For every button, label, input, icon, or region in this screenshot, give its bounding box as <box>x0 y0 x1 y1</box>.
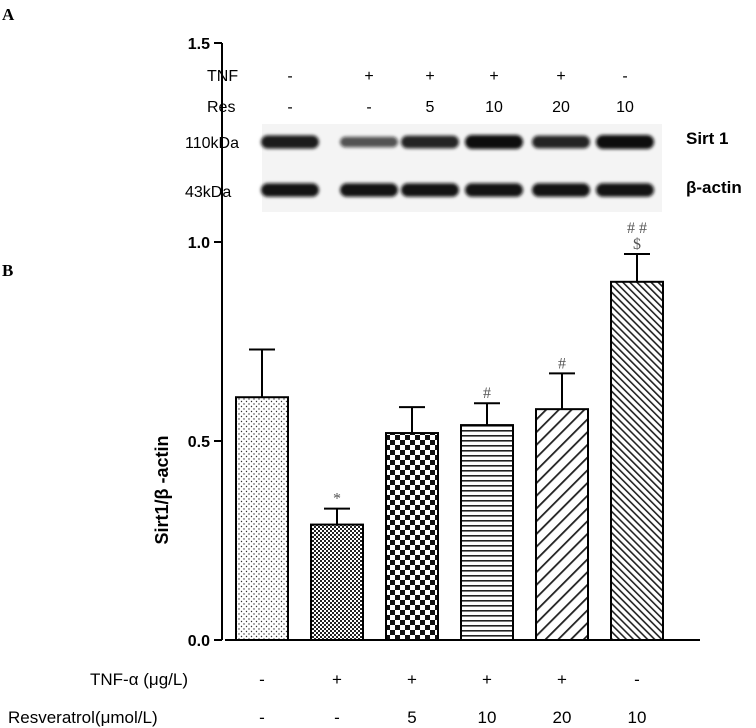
bar-condition-label: 10 <box>628 708 647 727</box>
significance-mark: $ <box>633 236 641 253</box>
bar-condition-label: + <box>407 670 417 689</box>
sirt1-band <box>596 135 654 149</box>
actin-band <box>401 183 459 197</box>
bar-condition-label: - <box>259 708 265 727</box>
bar-condition-label: + <box>332 670 342 689</box>
lane-condition-label: 10 <box>616 99 634 116</box>
y-tick-label: 0.0 <box>188 633 210 650</box>
bar-condition-label: + <box>482 670 492 689</box>
bar-condition-label: 20 <box>553 708 572 727</box>
error-bars <box>249 252 650 525</box>
lane-condition-label: - <box>366 99 371 116</box>
actin-band <box>596 183 654 197</box>
resveratrol-row-label: Resveratrol(μmol/L) <box>8 708 158 727</box>
lane-condition-label: - <box>287 68 292 85</box>
lane-condition-label: - <box>287 99 292 116</box>
bar-conditions: - + + + + - - - 5 10 20 10 <box>259 670 646 727</box>
y-axis: 0.0 0.5 1.0 1.5 <box>188 36 223 650</box>
sirt1-band <box>532 135 590 149</box>
bar-condition-label: 10 <box>478 708 497 727</box>
actin-mw-label: 43kDa <box>185 184 231 201</box>
bar-condition-label: 5 <box>407 708 416 727</box>
blot-membrane <box>262 124 662 212</box>
bar <box>235 396 289 641</box>
significance-mark: * <box>333 491 341 508</box>
actin-band <box>465 183 523 197</box>
bar <box>610 280 664 641</box>
tnf-alpha-row-label: TNF-α (μg/L) <box>90 670 188 689</box>
lane-condition-label: 10 <box>485 99 503 116</box>
lane-condition-label: + <box>489 68 498 85</box>
significance-mark: # # <box>627 220 647 237</box>
actin-band <box>532 183 590 197</box>
y-tick-label: 1.0 <box>188 235 210 252</box>
actin-band <box>261 183 319 197</box>
actin-protein-label: β-actin <box>686 178 742 197</box>
sirt1-band <box>261 135 319 149</box>
bar <box>385 432 439 642</box>
bar-condition-label: - <box>334 708 340 727</box>
annotations: * # # # #$ <box>333 220 647 508</box>
sirt1-protein-label: Sirt 1 <box>686 129 729 148</box>
lane-conditions: - + + + + - - - 5 10 20 10 <box>287 68 634 116</box>
sirt1-mw-label: 110kDa <box>185 135 239 152</box>
panel-b-label: B <box>2 261 13 280</box>
significance-mark: # <box>483 385 491 402</box>
bars <box>235 280 664 642</box>
lane-condition-label: + <box>425 68 434 85</box>
lane-condition-label: + <box>556 68 565 85</box>
bar-condition-label: - <box>259 670 265 689</box>
panel-a-label: A <box>2 5 15 24</box>
sirt1-band <box>465 135 523 149</box>
y-tick-label: 0.5 <box>188 434 210 451</box>
y-axis-title: Sirt1/β -actin <box>152 435 172 544</box>
bar <box>310 523 364 642</box>
actin-band <box>340 183 398 197</box>
lane-condition-label: 20 <box>552 99 570 116</box>
bar <box>535 408 589 641</box>
lane-condition-label: - <box>622 68 627 85</box>
lane-condition-label: + <box>364 68 373 85</box>
sirt1-band <box>340 136 398 148</box>
bar <box>460 424 514 641</box>
significance-mark: # <box>558 355 566 372</box>
lane-condition-label: 5 <box>426 99 435 116</box>
y-tick-label: 1.5 <box>188 36 210 53</box>
bar-condition-label: - <box>634 670 640 689</box>
bar-condition-label: + <box>557 670 567 689</box>
sirt1-band <box>401 135 459 149</box>
blot-bands <box>261 135 654 197</box>
